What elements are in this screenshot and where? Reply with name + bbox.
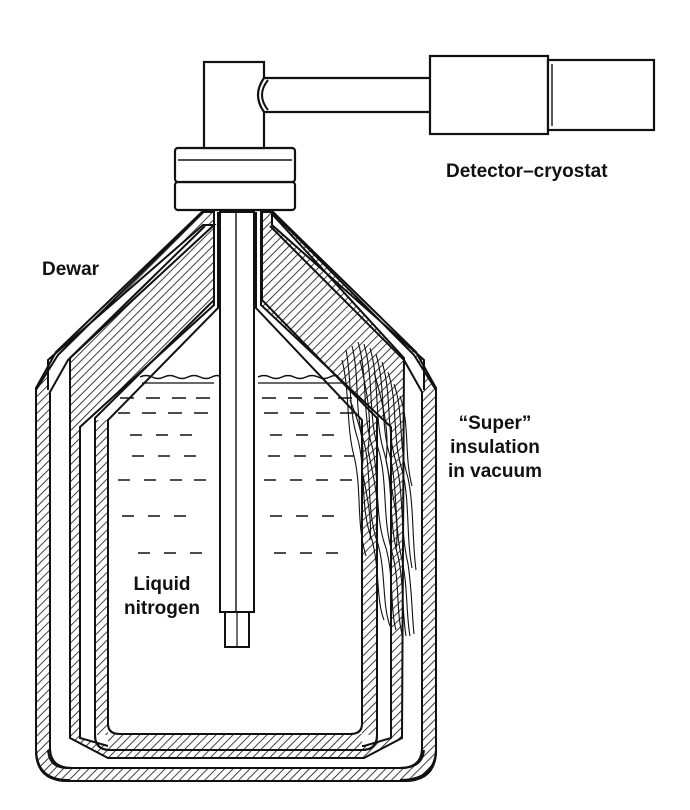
detector-housing-cap [546, 58, 656, 132]
liquid-nitrogen-line-1: Liquid [133, 574, 191, 595]
detector-cryostat-label: Detector–cryostat [446, 161, 608, 182]
outer-wall-left-hatch [37, 390, 49, 750]
outer-wall-right-hatch [423, 390, 435, 750]
neck-flange-lower [173, 180, 297, 212]
inner-wall-right-hatch [362, 420, 377, 735]
inner-wall-left-hatch [95, 420, 108, 735]
liquid-surface [139, 374, 339, 380]
outer-wall-bottom-hatch [70, 768, 400, 780]
super-insulation-label: “Super” insulation in vacuum [448, 412, 542, 483]
liquid-nitrogen-line-2: nitrogen [124, 597, 200, 619]
dewar-label: Dewar [42, 259, 100, 280]
cryostat-head [202, 60, 266, 150]
neck-flange-upper [173, 146, 297, 184]
cryostat-arm [256, 76, 434, 114]
detector-housing-front [428, 54, 550, 136]
liquid-nitrogen-label: Liquid nitrogen [124, 573, 200, 621]
inner-wall-bottom-hatch [108, 734, 362, 750]
super-insulation-line-3: in vacuum [448, 460, 542, 482]
super-insulation-line-1: “Super” [458, 413, 532, 434]
cold-finger-tube [219, 211, 255, 613]
super-insulation-line-2: insulation [450, 436, 540, 458]
super-insulation-fibres [341, 341, 417, 637]
